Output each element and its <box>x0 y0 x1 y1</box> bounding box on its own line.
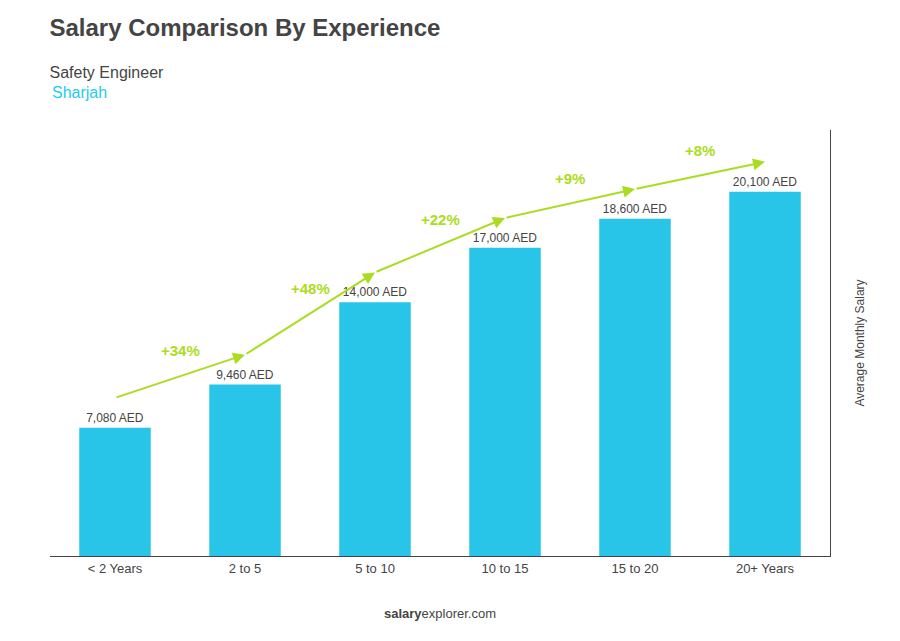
svg-text:< 2 Years: < 2 Years <box>88 561 143 576</box>
svg-text:+9%: +9% <box>555 170 585 187</box>
svg-text:20,100 AED: 20,100 AED <box>733 175 797 189</box>
svg-text:9,460 AED: 9,460 AED <box>216 368 274 382</box>
svg-text:+8%: +8% <box>685 142 715 159</box>
svg-text:Sharjah: Sharjah <box>52 84 107 101</box>
svg-text:5 to 10: 5 to 10 <box>355 561 395 576</box>
svg-text:10 to 15: 10 to 15 <box>482 561 529 576</box>
svg-text:Average Monthly Salary: Average Monthly Salary <box>853 279 867 406</box>
svg-text:7,080 AED: 7,080 AED <box>86 411 144 425</box>
svg-text:+34%: +34% <box>161 342 200 359</box>
svg-text:15 to 20: 15 to 20 <box>612 561 659 576</box>
svg-text:2 to 5: 2 to 5 <box>229 561 262 576</box>
svg-text:18,600 AED: 18,600 AED <box>603 202 667 216</box>
svg-text:salaryexplorer.com: salaryexplorer.com <box>384 606 496 621</box>
svg-text:20+ Years: 20+ Years <box>736 561 795 576</box>
svg-text:17,000 AED: 17,000 AED <box>473 231 537 245</box>
svg-text:Safety Engineer: Safety Engineer <box>50 64 165 81</box>
svg-text:+48%: +48% <box>291 280 330 297</box>
svg-text:Salary Comparison By Experienc: Salary Comparison By Experience <box>50 14 441 41</box>
svg-text:+22%: +22% <box>421 211 460 228</box>
svg-text:14,000 AED: 14,000 AED <box>343 285 407 299</box>
